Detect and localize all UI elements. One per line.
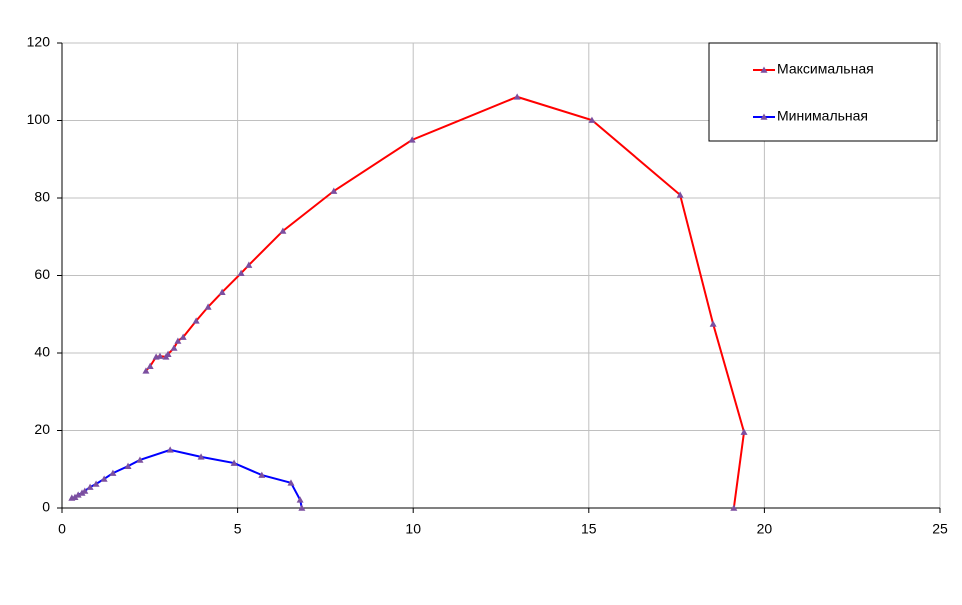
legend-marker [760, 113, 768, 120]
y-tick-label: 20 [34, 421, 50, 437]
marker [197, 453, 205, 460]
marker [156, 352, 164, 359]
x-tick-label: 15 [581, 521, 597, 537]
x-tick-label: 20 [757, 521, 773, 537]
legend-box [708, 42, 938, 142]
marker [513, 93, 521, 100]
legend-label: Максимальная [777, 61, 874, 77]
marker [166, 446, 174, 453]
legend-label: Минимальная [777, 108, 868, 124]
y-tick-label: 100 [27, 111, 51, 127]
marker [164, 350, 172, 357]
marker [408, 136, 416, 143]
x-tick-label: 10 [405, 521, 421, 537]
y-tick-label: 120 [27, 34, 51, 50]
marker [142, 367, 150, 374]
marker [136, 456, 144, 463]
marker [258, 471, 266, 478]
marker [237, 269, 245, 276]
marker [146, 362, 154, 369]
marker [100, 475, 108, 482]
x-tick-label: 5 [234, 521, 242, 537]
marker [218, 288, 226, 295]
marker [204, 303, 212, 310]
marker [71, 493, 79, 500]
x-tick-label: 0 [58, 521, 66, 537]
marker [298, 504, 306, 511]
marker [296, 496, 304, 503]
marker [230, 459, 238, 466]
marker [287, 479, 295, 486]
marker [279, 227, 287, 234]
marker [86, 483, 94, 490]
series-line [71, 448, 303, 509]
marker [192, 317, 200, 324]
y-tick-label: 80 [34, 189, 50, 205]
marker [124, 462, 132, 469]
marker [330, 187, 338, 194]
y-tick-label: 60 [34, 266, 50, 282]
marker [74, 491, 82, 498]
marker [179, 333, 187, 340]
marker [740, 428, 748, 435]
marker [709, 320, 717, 327]
marker [109, 469, 117, 476]
marker [92, 480, 100, 487]
x-tick-label: 25 [932, 521, 948, 537]
y-tick-label: 0 [42, 499, 50, 515]
y-tick-label: 40 [34, 344, 50, 360]
marker [81, 487, 89, 494]
legend-marker [760, 66, 768, 73]
marker [730, 504, 738, 511]
marker [676, 191, 684, 198]
marker [588, 116, 596, 123]
marker [245, 261, 253, 268]
marker [174, 337, 182, 344]
marker [170, 344, 178, 351]
series-line [145, 95, 746, 509]
